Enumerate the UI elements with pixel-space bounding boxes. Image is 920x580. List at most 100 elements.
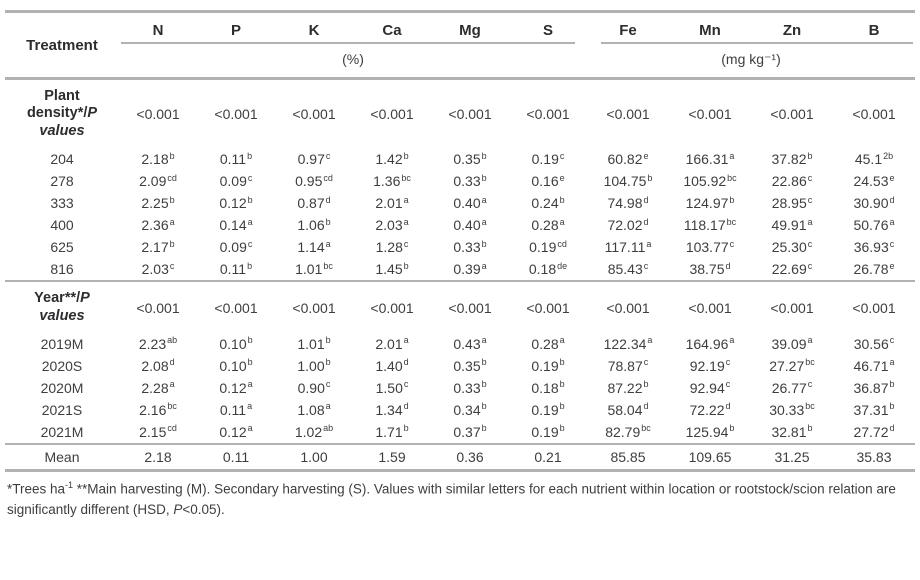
value-cell: 35.83 bbox=[833, 442, 915, 472]
significance-letter: c bbox=[807, 260, 813, 271]
value-cell: 39.09a bbox=[771, 335, 813, 352]
value-cell: 105.92bc bbox=[683, 172, 737, 190]
p-value-cell: <0.001 bbox=[751, 280, 833, 333]
column-header-ca: Ca bbox=[382, 22, 402, 39]
value-cell: 122.34a bbox=[603, 335, 653, 352]
value-cell: 0.12a bbox=[219, 379, 253, 396]
value-cell: 0.19c bbox=[531, 150, 565, 168]
value-cell: 104.75b bbox=[603, 172, 653, 190]
significance-letter: d bbox=[725, 401, 731, 412]
table-row: 625 2.17b 0.09c 1.14a 1.28c 0.33b 0.19cd 117.11… bbox=[5, 236, 915, 258]
significance-letter: a bbox=[481, 260, 487, 271]
significance-letter: cd bbox=[323, 172, 333, 183]
value-cell: 36.93c bbox=[853, 238, 895, 256]
value-cell: 0.19b bbox=[531, 423, 565, 440]
value-cell: 0.10b bbox=[219, 335, 253, 352]
significance-letter: b bbox=[889, 401, 895, 412]
value-cell: 2.17b bbox=[141, 238, 175, 256]
significance-letter: d bbox=[889, 423, 895, 434]
significance-letter: c bbox=[403, 379, 409, 390]
significance-letter: c bbox=[169, 260, 175, 271]
value-cell: 0.09c bbox=[219, 172, 253, 190]
significance-letter: b bbox=[481, 238, 487, 249]
value-cell: 0.28a bbox=[531, 335, 565, 352]
significance-letter: b bbox=[647, 172, 653, 183]
significance-letter: b bbox=[481, 172, 487, 183]
significance-letter: b bbox=[169, 150, 175, 161]
p-value-cell: <0.001 bbox=[292, 106, 336, 123]
significance-letter: b bbox=[325, 216, 331, 227]
value-cell: 1.59 bbox=[353, 442, 431, 472]
p-value-cell: <0.001 bbox=[509, 280, 587, 333]
significance-letter: c bbox=[247, 238, 253, 249]
footnote-text: **Main harvesting (M). Secondary harvest… bbox=[7, 481, 896, 517]
value-cell: 2.03a bbox=[375, 216, 409, 234]
value-cell: 1.14a bbox=[297, 238, 331, 256]
value-cell: 0.95cd bbox=[295, 172, 333, 190]
value-cell: 87.22b bbox=[607, 379, 649, 396]
significance-letter: b bbox=[481, 150, 487, 161]
value-cell: 0.16e bbox=[531, 172, 565, 190]
value-cell: 0.11a bbox=[219, 401, 253, 418]
value-cell: 0.19b bbox=[531, 357, 565, 374]
significance-letter: e bbox=[643, 150, 649, 161]
significance-letter: cd bbox=[557, 238, 567, 249]
page: { "colors": { "line": "#b2b2b4", "text":… bbox=[0, 10, 920, 580]
p-value-cell: <0.001 bbox=[606, 106, 650, 123]
value-cell: 0.24b bbox=[531, 194, 565, 212]
significance-letter: d bbox=[889, 194, 895, 205]
significance-letter: b bbox=[247, 335, 253, 346]
value-cell: 27.72d bbox=[853, 423, 895, 440]
unit-group: (%) bbox=[119, 42, 587, 80]
p-value-cell: <0.001 bbox=[688, 106, 732, 123]
value-cell: 36.87b bbox=[853, 379, 895, 396]
significance-letter: c bbox=[729, 238, 735, 249]
significance-letter: b bbox=[559, 357, 565, 368]
value-cell: 0.11 bbox=[197, 442, 275, 472]
value-cell: 1.01bc bbox=[295, 260, 333, 278]
significance-letter: a bbox=[247, 423, 253, 434]
value-cell: 0.37b bbox=[453, 423, 487, 440]
value-cell: 0.11b bbox=[219, 150, 253, 168]
value-cell: 78.87c bbox=[607, 357, 649, 374]
p-value-cell: <0.001 bbox=[275, 280, 353, 333]
p-value-cell: <0.001 bbox=[136, 106, 180, 123]
value-cell: 2.01a bbox=[375, 194, 409, 212]
value-cell: 0.18b bbox=[531, 379, 565, 396]
significance-letter: bc bbox=[401, 172, 411, 183]
value-cell: 1.01b bbox=[297, 335, 331, 352]
value-cell: 1.50c bbox=[375, 379, 409, 396]
value-cell: 0.43a bbox=[453, 335, 487, 352]
treatment-label: 278 bbox=[50, 173, 74, 190]
value-cell: 0.97c bbox=[297, 150, 331, 168]
footnote-text: <0.05). bbox=[182, 501, 225, 517]
value-cell: 2.15cd bbox=[139, 423, 177, 440]
table-row: 2020M 2.28a 0.12a 0.90c 1.50c 0.33b 0.18b 87.22… bbox=[5, 377, 915, 399]
significance-letter: cd bbox=[167, 172, 177, 183]
significance-letter: a bbox=[325, 401, 331, 412]
value-cell: 45.12b bbox=[854, 150, 894, 168]
significance-letter: b bbox=[559, 401, 565, 412]
significance-letter: b bbox=[807, 423, 813, 434]
footnote-italic: P bbox=[173, 501, 183, 517]
significance-letter: d bbox=[403, 357, 409, 368]
nutrient-table: Treatment N P K Ca Mg S Fe Mn Zn B (%) (mg kg⁻¹) Plan… bbox=[5, 10, 915, 472]
significance-letter: b bbox=[481, 357, 487, 368]
significance-letter: a bbox=[403, 335, 409, 346]
p-value-cell: <0.001 bbox=[119, 280, 197, 333]
significance-letter: a bbox=[481, 216, 487, 227]
p-value-cell: <0.001 bbox=[370, 106, 414, 123]
table-row: 2019M 2.23ab 0.10b 1.01b 2.01a 0.43a 0.28a 122.… bbox=[5, 333, 915, 355]
column-header-k: K bbox=[308, 22, 320, 39]
unit-underline bbox=[121, 42, 575, 44]
significance-letter: c bbox=[807, 238, 813, 249]
significance-letter: a bbox=[403, 216, 409, 227]
section-label-italic: P values bbox=[39, 105, 98, 139]
significance-letter: bc bbox=[323, 260, 333, 271]
treatment-label: 2019M bbox=[40, 335, 84, 352]
value-cell: 60.82e bbox=[607, 150, 649, 168]
significance-letter: b bbox=[403, 150, 409, 161]
header-row: Treatment N P K Ca Mg S Fe Mn Zn B bbox=[5, 11, 915, 80]
significance-letter: c bbox=[559, 150, 565, 161]
significance-letter: bc bbox=[727, 172, 737, 183]
